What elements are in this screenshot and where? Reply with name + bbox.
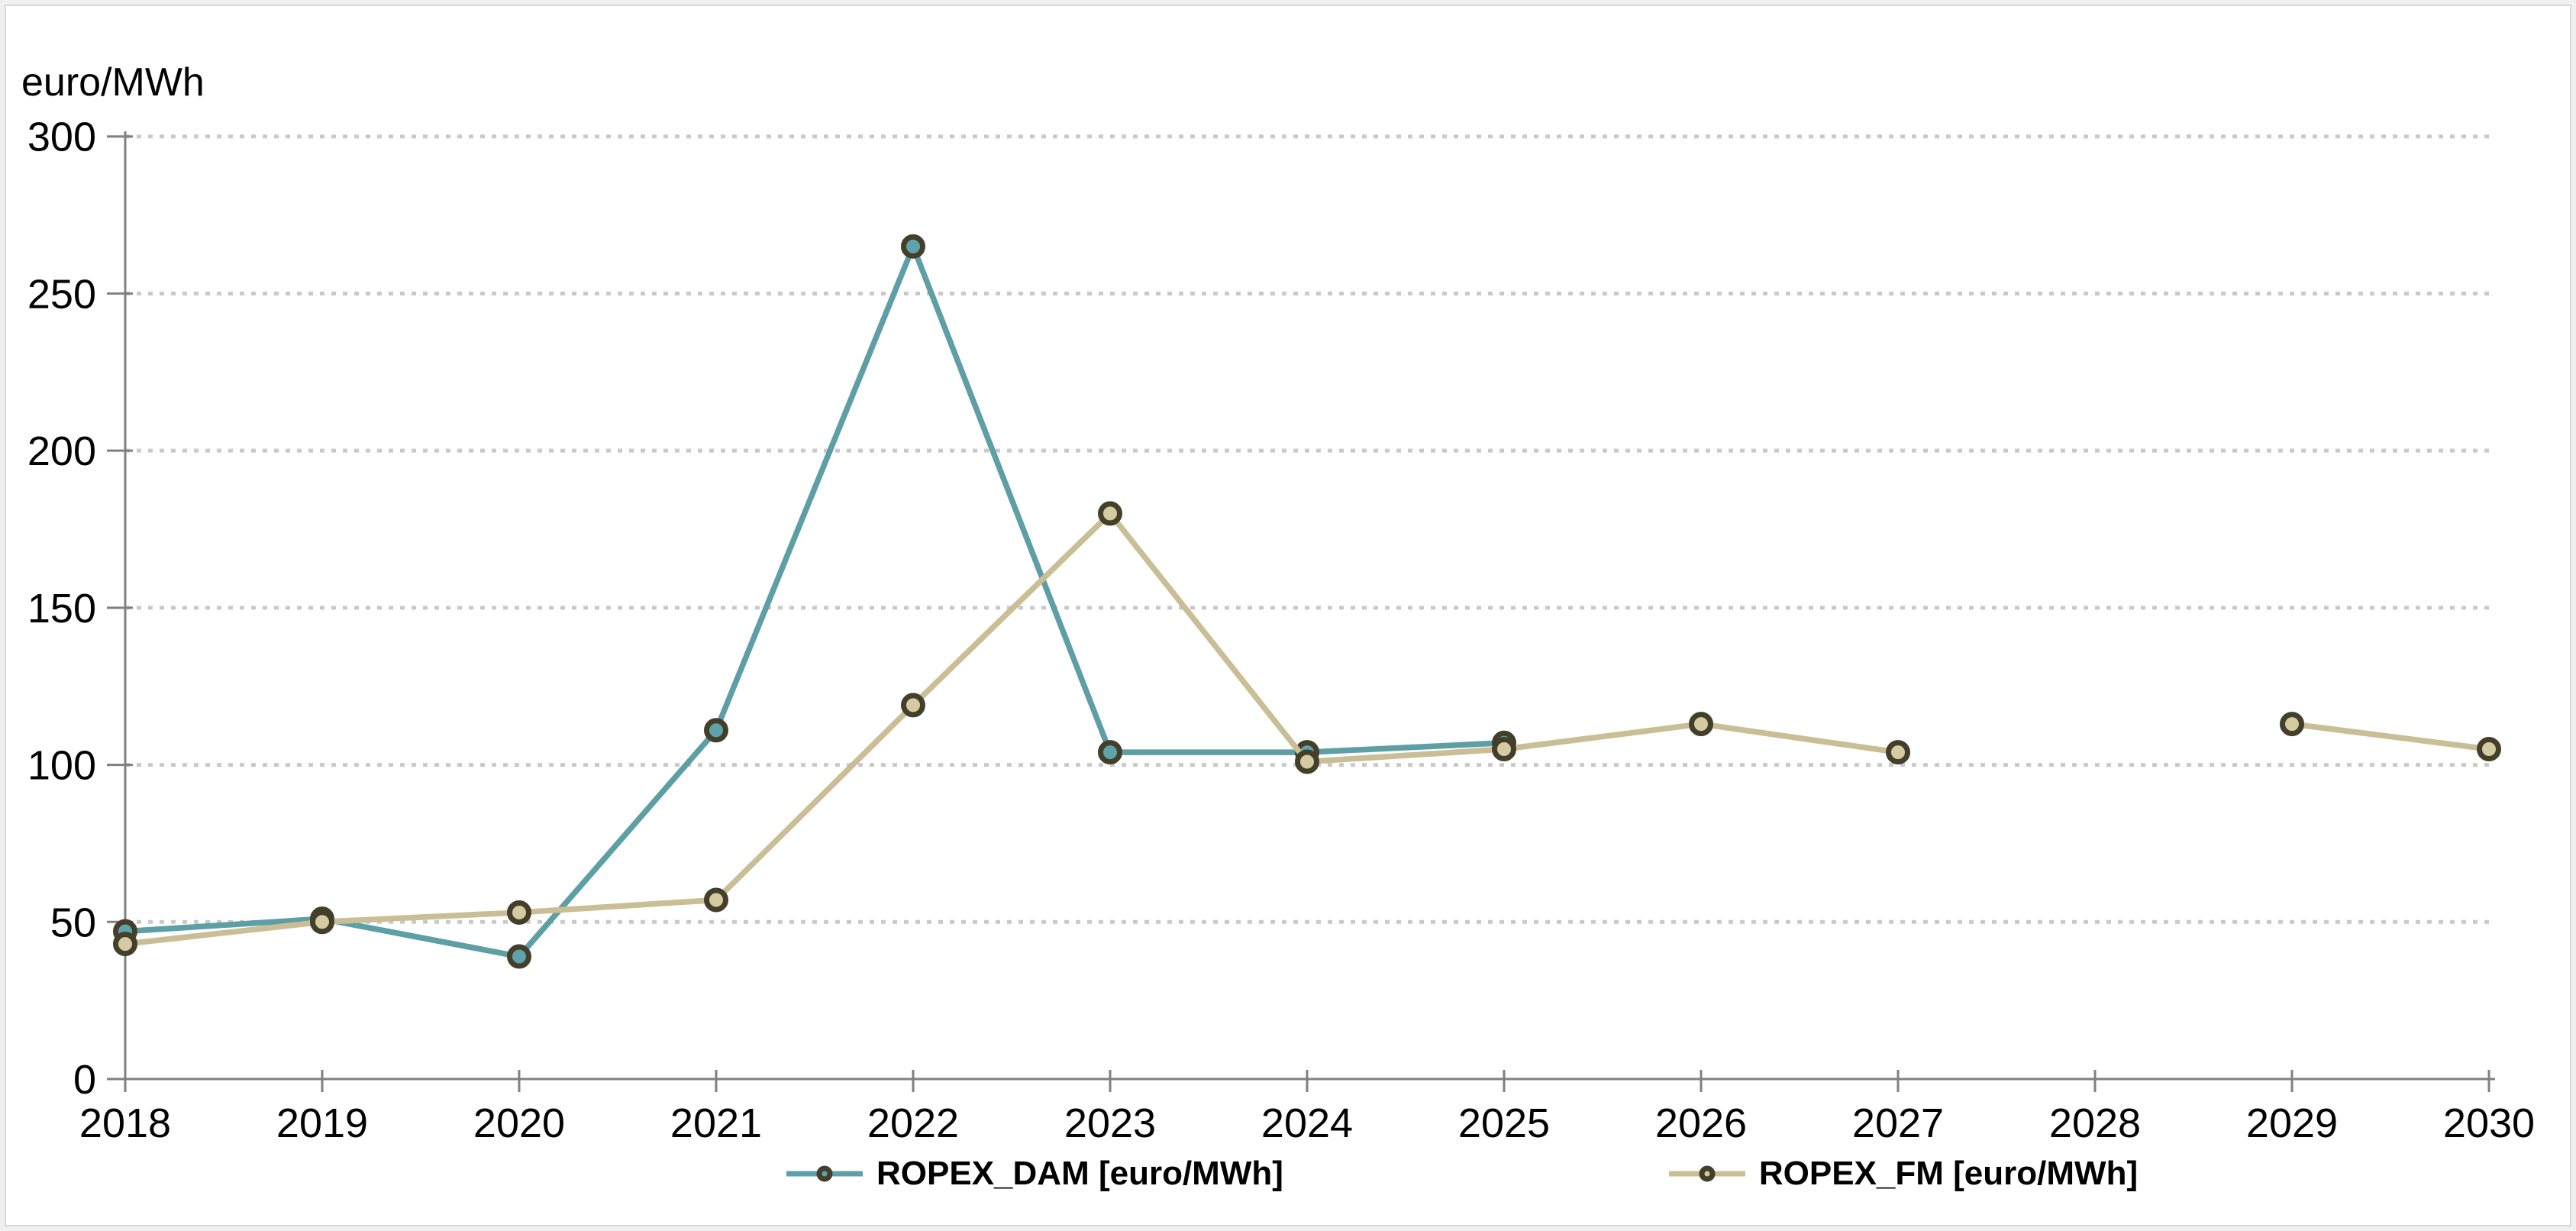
point-ropex-fm-2029 [2280, 712, 2304, 737]
x-tick-label-2024: 2024 [1261, 1100, 1353, 1146]
y-tick-label-150: 150 [27, 586, 96, 632]
x-tick-label-2020: 2020 [473, 1100, 565, 1146]
y-tick-label-50: 50 [50, 900, 96, 945]
point-ropex-dam-2021 [704, 718, 728, 743]
legend-item-ropex-fm: ROPEX_FM [euro/MWh] [1668, 1155, 2139, 1193]
legend-item-ropex-dam: ROPEX_DAM [euro/MWh] [786, 1155, 1283, 1193]
x-tick-label-2022: 2022 [867, 1100, 959, 1146]
x-tick-label-2028: 2028 [2049, 1100, 2141, 1146]
point-ropex-dam-2020 [507, 944, 531, 969]
x-tick-label-2021: 2021 [670, 1100, 762, 1146]
point-ropex-dam-2022 [901, 234, 925, 259]
x-tick-label-2023: 2023 [1064, 1100, 1156, 1146]
y-tick-label-250: 250 [27, 271, 96, 317]
chart-panel [5, 5, 2571, 1226]
legend-label-ropex-dam: ROPEX_DAM [euro/MWh] [876, 1155, 1283, 1192]
point-ropex-fm-2030 [2477, 736, 2501, 761]
x-tick-label-2029: 2029 [2246, 1100, 2338, 1146]
point-ropex-dam-2023 [1098, 740, 1122, 765]
point-ropex-fm-2021 [704, 887, 728, 913]
line-ropex-dam [122, 243, 1507, 960]
legend-label-ropex-fm: ROPEX_FM [euro/MWh] [1758, 1155, 2139, 1192]
x-tick-label-2026: 2026 [1655, 1100, 1747, 1146]
point-ropex-fm-2026 [1689, 712, 1713, 737]
x-tick-label-2025: 2025 [1458, 1100, 1550, 1146]
x-tick-label-2030: 2030 [2443, 1100, 2535, 1146]
point-ropex-fm-2027 [1886, 740, 1910, 765]
x-tick-label-2027: 2027 [1852, 1100, 1944, 1146]
point-ropex-fm-2025 [1492, 736, 1516, 761]
y-tick-label-0: 0 [73, 1057, 96, 1103]
y-tick-label-200: 200 [27, 428, 96, 474]
legend-marker-ropex-dam-icon [786, 1160, 863, 1187]
point-ropex-fm-2020 [507, 900, 531, 925]
legend-dot-ropex-fm [1699, 1165, 1716, 1182]
point-ropex-fm-2024 [1295, 749, 1319, 774]
chart-legend: ROPEX_DAM [euro/MWh] ROPEX_FM [euro/MWh] [786, 1155, 2138, 1193]
legend-marker-ropex-fm-icon [1668, 1160, 1745, 1187]
x-tick-label-2018: 2018 [79, 1100, 171, 1146]
line-ropex-fm [2289, 721, 2492, 752]
point-ropex-fm-2022 [901, 693, 925, 718]
line-ropex-fm [122, 510, 1901, 947]
y-axis-title: euro/MWh [21, 60, 205, 105]
point-ropex-fm-2023 [1098, 501, 1122, 526]
point-ropex-fm-2018 [113, 932, 137, 957]
legend-dot-ropex-dam [816, 1165, 833, 1182]
y-tick-label-300: 300 [27, 115, 96, 160]
point-ropex-fm-2019 [310, 910, 334, 935]
y-tick-label-100: 100 [27, 743, 96, 789]
x-tick-label-2019: 2019 [276, 1100, 368, 1146]
